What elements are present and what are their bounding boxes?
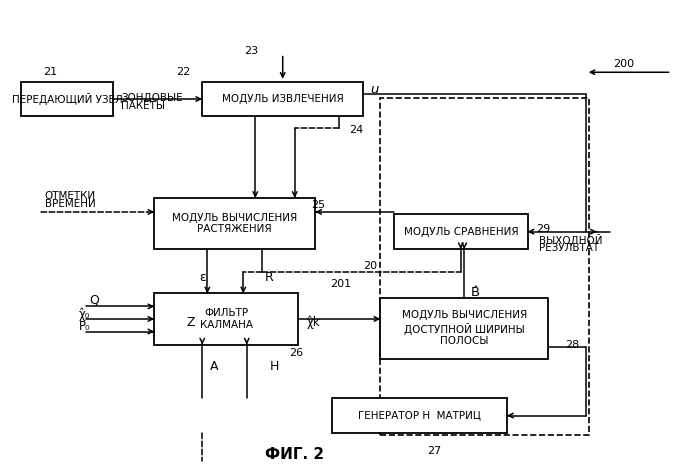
Text: χ̂₀: χ̂₀: [79, 307, 90, 321]
Text: МОДУЛЬ ВЫЧИСЛЕНИЯ
РАСТЯЖЕНИЯ: МОДУЛЬ ВЫЧИСЛЕНИЯ РАСТЯЖЕНИЯ: [172, 213, 297, 234]
Text: 200: 200: [613, 59, 634, 69]
Text: Q: Q: [89, 294, 100, 306]
Text: 22: 22: [177, 67, 191, 77]
Text: 24: 24: [350, 125, 363, 135]
Text: H: H: [269, 361, 279, 373]
Bar: [154, 198, 315, 249]
Text: 23: 23: [245, 46, 259, 57]
Text: χ̂k: χ̂k: [306, 315, 320, 329]
Text: 201: 201: [330, 279, 351, 289]
Text: МОДУЛЬ СРАВНЕНИЯ: МОДУЛЬ СРАВНЕНИЯ: [403, 227, 518, 237]
Text: R: R: [264, 271, 273, 284]
Text: 26: 26: [289, 348, 303, 358]
Text: ФИГ. 2: ФИГ. 2: [265, 447, 324, 462]
Text: Z: Z: [187, 316, 195, 329]
Bar: [333, 398, 507, 433]
Text: ПЕРЕДАЮЩИЙ УЗЕЛ: ПЕРЕДАЮЩИЙ УЗЕЛ: [12, 93, 122, 105]
Text: ФИЛЬТР
КАЛМАНА: ФИЛЬТР КАЛМАНА: [200, 308, 253, 330]
Text: 29: 29: [537, 224, 551, 234]
Text: 20: 20: [363, 261, 377, 271]
Text: u: u: [370, 84, 378, 96]
Text: МОДУЛЬ ИЗВЛЕЧЕНИЯ: МОДУЛЬ ИЗВЛЕЧЕНИЯ: [222, 94, 344, 104]
Bar: [202, 82, 363, 116]
Text: ПАКЕТЫ: ПАКЕТЫ: [122, 101, 166, 111]
Bar: [21, 82, 113, 116]
Text: 27: 27: [426, 446, 441, 456]
Text: ГЕНЕРАТОР H  МАТРИЦ: ГЕНЕРАТОР H МАТРИЦ: [359, 410, 481, 420]
Text: РЕЗУЛЬТАТ: РЕЗУЛЬТАТ: [538, 243, 598, 253]
Text: 21: 21: [43, 67, 57, 77]
Text: ε: ε: [199, 271, 206, 284]
Text: 28: 28: [565, 340, 579, 350]
Text: ОТМЕТКИ: ОТМЕТКИ: [45, 190, 96, 200]
Text: B̂: B̂: [470, 286, 480, 299]
Text: ВРЕМЕНИ: ВРЕМЕНИ: [45, 199, 96, 209]
Text: A: A: [210, 361, 218, 373]
Bar: [380, 298, 548, 359]
Bar: [394, 214, 528, 249]
Bar: [380, 98, 589, 435]
Text: ЗОНДОВЫЕ: ЗОНДОВЫЕ: [122, 93, 183, 103]
Text: ВЫХОДНОЙ: ВЫХОДНОЙ: [538, 234, 602, 246]
Text: P₀: P₀: [78, 320, 90, 333]
Text: МОДУЛЬ ВЫЧИСЛЕНИЯ
ДОСТУПНОЙ ШИРИНЫ
ПОЛОСЫ: МОДУЛЬ ВЫЧИСЛЕНИЯ ДОСТУПНОЙ ШИРИНЫ ПОЛОС…: [402, 311, 527, 346]
Bar: [154, 294, 298, 344]
Text: 25: 25: [312, 200, 326, 210]
